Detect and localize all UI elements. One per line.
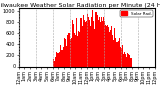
Title: Milwaukee Weather Solar Radiation per Minute (24 Hours): Milwaukee Weather Solar Radiation per Mi… xyxy=(0,3,160,8)
Legend: Solar Rad.: Solar Rad. xyxy=(120,10,153,17)
